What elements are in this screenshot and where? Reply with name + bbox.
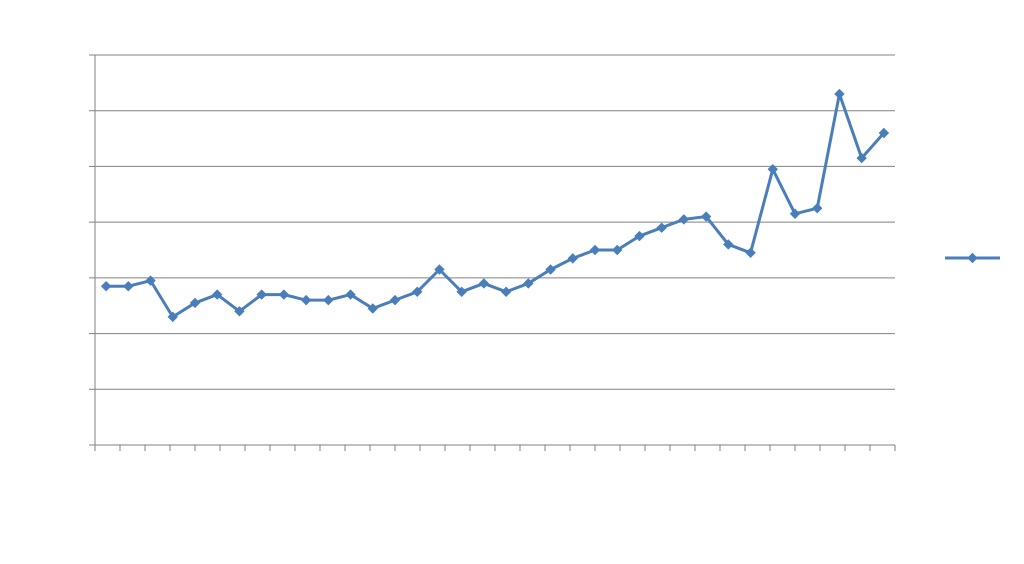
chart-svg bbox=[0, 0, 1024, 564]
line-chart bbox=[0, 0, 1024, 564]
